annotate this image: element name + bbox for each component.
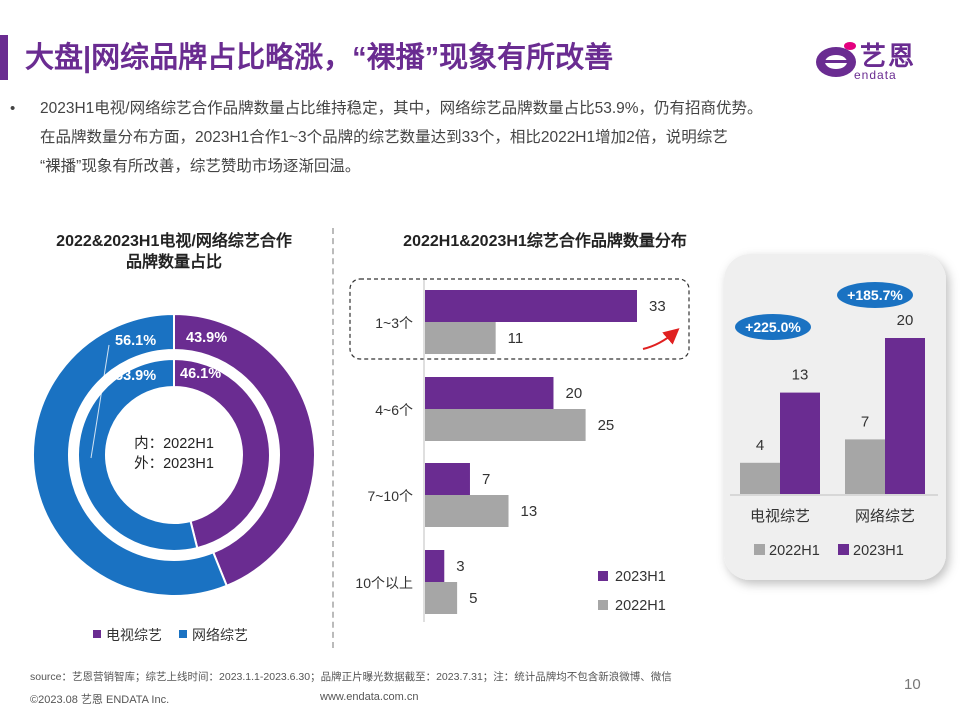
summary-line: 2023H1电视/网络综艺合作品牌数量占比维持稳定，其中，网络综艺品牌数量占比5… [40,100,763,117]
legend-swatch-web [179,630,187,638]
page-title: 大盘|网综品牌占比略涨，“裸播”现象有所改善 [25,42,614,74]
horizontal-bar-chart: 2022H1&2023H1综艺合作品牌数量分布 1~3个 33 11 4~6个 20 25… [349,231,690,622]
vertical-bar-card: 4 13 7 20 电视综艺 网络综艺 2022H1 2023H1 +225.0% +… [724,254,946,580]
logo-text-en: endata [854,68,897,82]
hbar-2023H1-2 [425,463,470,495]
outer-ring-segment-web [32,312,229,597]
vbar-legend-2022: 2022H1 [769,543,820,559]
outer-ring-segment-tv [173,312,316,588]
donut-chart: 2022&2023H1电视/网络综艺合作 品牌数量占比 内：2022H1 外：2… [32,231,316,643]
legend-label-web: 网络综艺 [192,627,248,643]
endata-logo: 艺恩 endata [812,36,932,86]
logo-mark-icon [816,42,856,77]
hbar-legend-2023: 2023H1 [615,569,666,585]
copyright: ©2023.08 艺恩 ENDATA Inc. [30,694,170,706]
legend-swatch-tv [93,630,101,638]
outer-ring-label-web: 56.1% [115,333,156,349]
hbar-category-label: 10个以上 [355,575,413,591]
hbar-2022H1-0 [425,322,496,354]
donut-title-line1: 2022&2023H1电视/网络综艺合作 [56,231,292,250]
growth-label-web: +185.7% [847,287,903,303]
logo-text-cn: 艺恩 [860,41,917,71]
title-accent-bar [0,35,8,80]
hbar-value-label: 25 [598,417,615,434]
hbar-value-label: 3 [456,558,464,575]
inner-ring-segment-tv [173,357,271,550]
summary-line: “裸播”现象有所改善，综艺赞助市场逐渐回温。 [40,158,361,175]
hbar-value-label: 33 [649,298,666,315]
vbar-2023H1-1 [885,338,925,494]
center-label-outer: 外：2023H1 [134,455,214,472]
hbar-value-label: 5 [469,590,477,607]
inner-ring-label-web: 53.9% [115,368,156,384]
hbar-legend-swatch-2023 [598,571,608,581]
hbar-value-label: 20 [565,385,582,402]
vbar-legend-2023: 2023H1 [853,543,904,559]
growth-arrow-icon [642,328,680,350]
summary-text: 2023H1电视/网络综艺合作品牌数量占比维持稳定，其中，网络综艺品牌数量占比5… [40,94,930,181]
hbar-category-label: 7~10个 [367,488,413,504]
vbar-value-label: 20 [897,312,914,329]
vbar-value-label: 13 [792,367,809,384]
vbar-category-tv: 电视综艺 [750,508,810,525]
website-link[interactable]: www.endata.com.cn [320,691,419,703]
hbar-value-label: 13 [521,503,538,520]
inner-ring-label-tv: 46.1% [180,366,221,382]
hbar-legend-2022: 2022H1 [615,598,666,614]
summary-line: 在品牌数量分布方面，2023H1合作1~3个品牌的综艺数量达到33个，相比202… [40,129,728,146]
source-note: source：艺恩营销智库；综艺上线时间：2023.1.1-2023.6.30；… [30,671,672,683]
center-label-inner: 内：2022H1 [134,435,214,452]
hbar-2023H1-0 [425,290,637,322]
hbar-title: 2022H1&2023H1综艺合作品牌数量分布 [403,231,687,250]
vbar-category-web: 网络综艺 [855,508,915,525]
legend-label-tv: 电视综艺 [106,627,162,643]
hbar-2022H1-3 [425,582,458,614]
inner-ring-segment-web [77,357,199,552]
growth-label-tv: +225.0% [745,319,801,335]
hbar-value-label: 11 [508,330,524,347]
hbar-2023H1-1 [425,377,554,409]
page-number: 10 [904,676,921,693]
vbar-value-label: 7 [861,413,869,430]
donut-title-line2: 品牌数量占比 [126,252,222,271]
hbar-value-label: 7 [482,471,490,488]
growth-badge-web [837,282,913,308]
vbar-2022H1-0 [740,462,780,494]
hbar-category-label: 4~6个 [375,402,413,418]
vbar-value-label: 4 [756,437,764,454]
highlight-box [349,278,690,360]
vbar-legend-swatch-2022 [754,544,765,555]
hbar-2023H1-3 [425,550,445,582]
vbar-2022H1-1 [845,439,885,494]
hbar-legend-swatch-2022 [598,600,608,610]
vbar-legend-swatch-2023 [838,544,849,555]
vbar-2023H1-0 [780,392,820,494]
bullet: • [10,100,16,117]
hbar-2022H1-2 [425,495,509,527]
outer-ring-label-tv: 43.9% [186,330,227,346]
growth-badge-tv [735,314,811,340]
hbar-category-label: 1~3个 [375,315,413,331]
hbar-2022H1-1 [425,409,586,441]
chart-divider [332,228,334,648]
leader-line [90,344,110,459]
